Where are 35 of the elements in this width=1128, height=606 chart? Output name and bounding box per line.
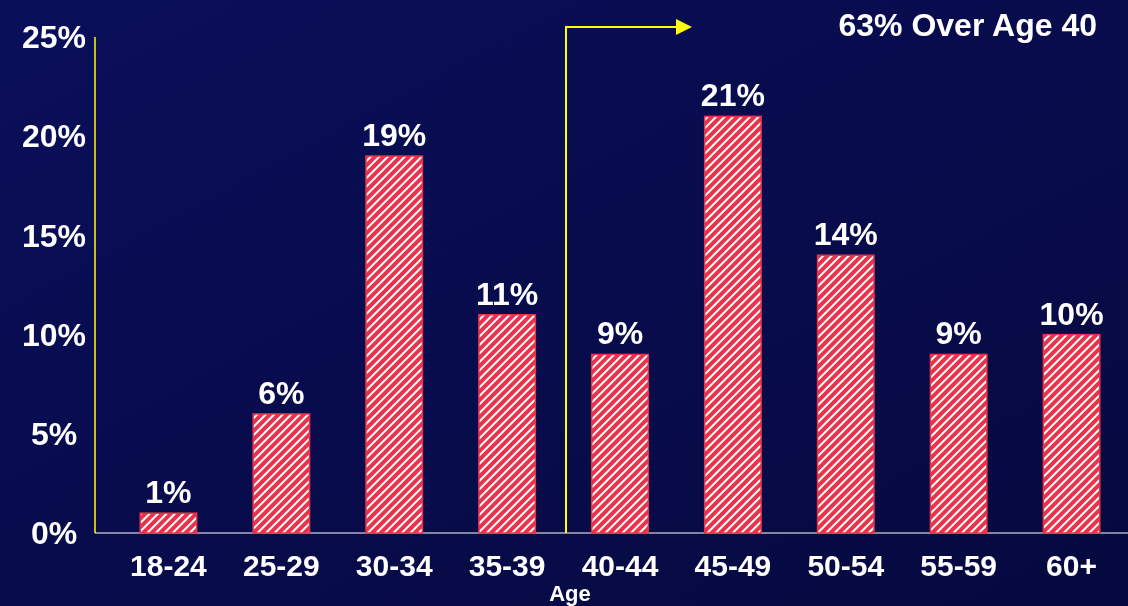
data-label: 10% [1039,295,1104,332]
data-label: 14% [813,216,878,253]
x-tick-label: 18-24 [130,549,208,582]
data-label: 1% [145,474,192,511]
data-label: 6% [258,374,305,411]
x-tick-label: 60+ [1046,549,1097,582]
data-label: 19% [362,117,427,154]
x-tick-label: 40-44 [581,549,659,582]
bar [703,115,762,534]
annotation: 63% Over Age 40 [838,7,1097,43]
x-tick-label: 55-59 [920,549,998,582]
bar [816,254,875,534]
bar [365,155,424,534]
bar [929,353,988,534]
x-tick-label: 30-34 [355,549,433,582]
bar [139,512,198,534]
y-tick-label: 25% [21,19,87,56]
x-tick-label: 35-39 [468,549,546,582]
y-tick-label: 20% [21,118,87,155]
y-tick-label: 5% [30,416,78,452]
x-tick-label: 50-54 [807,549,885,582]
y-tick-label: 10% [21,316,87,353]
y-tick-label: 15% [21,217,87,254]
data-label: 9% [596,315,644,352]
data-label: 21% [700,77,765,114]
bar [252,413,311,534]
y-tick-label: 0% [30,515,78,552]
data-label: 9% [935,315,982,352]
x-tick-label: 45-49 [694,549,772,582]
bar [1042,333,1101,534]
data-label: 11% [475,275,539,312]
x-tick-label: 25-29 [242,549,320,582]
x-axis-title: Age [549,581,591,606]
bar [591,353,649,534]
bar [478,314,537,534]
